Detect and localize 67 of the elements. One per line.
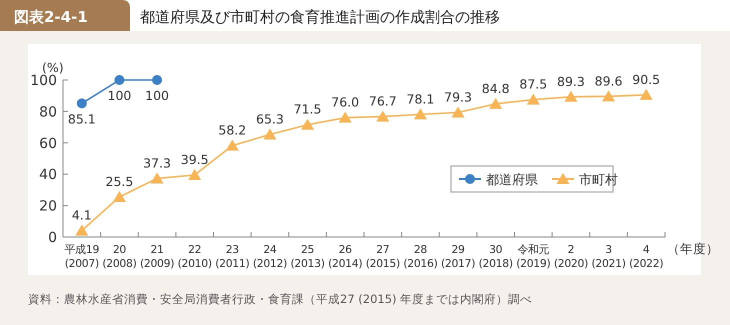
x-tick-label: 令和元 (2019) xyxy=(516,243,550,270)
x-tick-label: 30 (2018) xyxy=(478,243,513,270)
x-tick-label: 2 (2020) xyxy=(554,243,588,270)
y-tick-label: 0 xyxy=(48,230,57,246)
x-tick-label: 26 (2014) xyxy=(328,243,362,270)
x-tick-label: 27 (2015) xyxy=(366,243,400,270)
x-tick-label: 20 (2008) xyxy=(102,243,137,270)
data-label: 39.5 xyxy=(180,152,209,167)
data-label: 100 xyxy=(108,88,132,103)
point xyxy=(112,190,126,202)
chart-title: 都道府県及び市町村の食育推進計画の作成割合の推移 xyxy=(140,8,500,26)
data-label: 89.3 xyxy=(557,74,585,89)
point xyxy=(526,94,540,105)
point xyxy=(75,224,88,236)
y-tick-label: 40 xyxy=(39,167,57,184)
data-label: 76.0 xyxy=(331,94,360,110)
point xyxy=(150,172,164,184)
x-tick-label: 3 (2021) xyxy=(592,243,626,270)
x-tick-label: 25 (2013) xyxy=(290,243,325,270)
x-tick-label: 21 (2009) xyxy=(140,243,174,270)
x-tick-label: 4 (2022) xyxy=(629,243,664,270)
point xyxy=(76,98,87,108)
y-tick-label: 60 xyxy=(39,136,57,152)
data-label: 58.2 xyxy=(218,122,246,138)
x-tick-label: 24 (2012) xyxy=(252,243,288,270)
x-tick-label: 22 (2010) xyxy=(178,243,212,270)
x-tick-label: 29 (2017) xyxy=(441,243,476,270)
point xyxy=(263,128,276,140)
y-tick-label: 80 xyxy=(39,104,57,120)
text: 図表2-4-1 xyxy=(14,8,88,26)
data-label: 100 xyxy=(145,88,170,103)
data-label: 76.7 xyxy=(368,94,397,109)
data-label: 90.5 xyxy=(632,72,660,87)
point xyxy=(564,90,578,102)
y-tick-label: 100 xyxy=(30,73,57,89)
data-label: 89.6 xyxy=(594,73,623,88)
y-tick-label: 20 xyxy=(39,198,57,215)
x-tick-label: 28 (2016) xyxy=(403,243,438,270)
point xyxy=(226,140,239,151)
data-label: 79.3 xyxy=(444,90,472,104)
x-axis-title: （年度） xyxy=(667,241,719,256)
data-label: 87.5 xyxy=(519,76,548,92)
point xyxy=(301,118,314,130)
point xyxy=(376,110,390,122)
point xyxy=(414,108,427,120)
text: 資料：農林水産省消費・安全局消費者行政・食育課（平成27 (2015) 年度までは内閣府）調べ xyxy=(28,292,532,306)
point xyxy=(152,75,162,85)
legend-label: 市町村 xyxy=(579,173,618,188)
data-label: 65.3 xyxy=(256,111,284,126)
legend-label: 都道府県 xyxy=(486,172,538,188)
y-axis-title: (%) xyxy=(42,60,64,75)
data-label: 25.5 xyxy=(106,174,134,189)
x-tick-label: 平成19 (2007) xyxy=(64,243,100,270)
point xyxy=(114,75,124,85)
x-tick-label: 23 (2011) xyxy=(215,243,250,270)
point xyxy=(452,106,465,118)
point xyxy=(489,98,502,109)
point xyxy=(338,112,352,123)
point xyxy=(188,168,202,180)
point xyxy=(640,88,653,100)
data-label: 71.5 xyxy=(294,102,322,117)
data-label: 85.1 xyxy=(68,111,96,126)
data-label: 78.1 xyxy=(406,91,434,106)
data-label: 37.3 xyxy=(143,155,171,170)
data-label: 84.8 xyxy=(482,80,510,96)
data-label: 4.1 xyxy=(72,208,92,223)
point xyxy=(602,90,616,102)
